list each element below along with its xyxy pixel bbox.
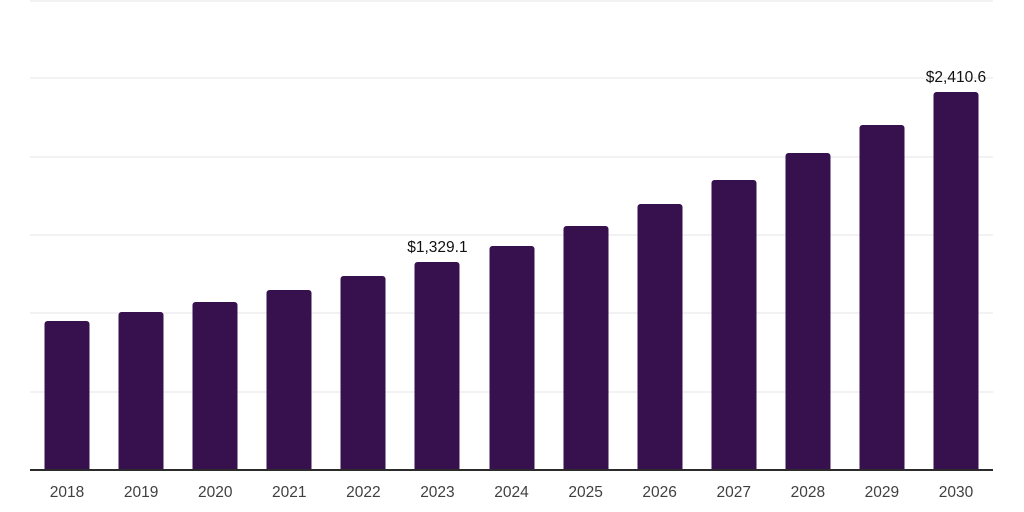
x-axis-label-2020: 2020: [197, 484, 233, 501]
bar-value-label-2030: $2,410.6: [925, 69, 987, 87]
bar-2019[interactable]: [118, 311, 164, 470]
bar-slot-2019: [104, 0, 178, 470]
x-axis-line: [30, 469, 993, 471]
x-axis-label-2018: 2018: [49, 484, 85, 501]
bar-2020[interactable]: [192, 301, 238, 470]
bar-slot-2029: [845, 0, 919, 470]
bar-2027[interactable]: [711, 180, 757, 470]
bar-slot-2018: [30, 0, 104, 470]
x-axis-label-2021: 2021: [272, 484, 307, 501]
x-axis-labels: 2018 2019 2020 2021 2022 2023 2024 2025 2026 2027…: [30, 471, 993, 502]
bar-slot-2020: [178, 0, 252, 470]
bar-slot-2030: $2,410.6: [919, 0, 993, 470]
bar-2028[interactable]: [785, 153, 831, 470]
bar-value-label-2023: $1,329.1: [407, 238, 468, 256]
bar-slot-2023: $1,329.1: [400, 0, 474, 470]
plot-area: $1,329.1 $2,410.6: [30, 0, 993, 471]
bar-slot-2026: [623, 0, 697, 470]
bar-slot-2025: [549, 0, 623, 470]
bar-2021[interactable]: [266, 289, 312, 470]
bar-slot-2022: [326, 0, 400, 470]
bar-2025[interactable]: [563, 226, 609, 470]
x-axis-label-2026: 2026: [642, 484, 677, 501]
gridline-3000: [30, 0, 993, 2]
bar-2026[interactable]: [637, 204, 683, 470]
bar-2029[interactable]: [859, 125, 905, 470]
bar-2024[interactable]: [489, 245, 534, 470]
x-axis-label-2019: 2019: [123, 484, 159, 501]
bar-slot-2027: [697, 0, 771, 470]
gridline-2500: [30, 77, 993, 79]
bar-2018[interactable]: [44, 321, 90, 470]
x-axis-label-2029: 2029: [864, 484, 900, 501]
x-axis-label-2025: 2025: [568, 484, 603, 501]
gridline-1500: [30, 234, 993, 236]
x-axis-label-2022: 2022: [346, 484, 381, 501]
bar-slot-2028: [771, 0, 845, 470]
bar-2030[interactable]: [933, 92, 979, 470]
x-axis-label-2024: 2024: [494, 484, 529, 501]
bar-slot-2024: [474, 0, 548, 470]
x-axis-label-2027: 2027: [716, 484, 751, 501]
x-axis-label-2028: 2028: [790, 484, 826, 501]
x-axis-label-2030: 2030: [938, 484, 974, 501]
bar-2022[interactable]: [340, 276, 386, 470]
gridline-2000: [30, 156, 993, 158]
bars-layer: $1,329.1 $2,410.6: [30, 0, 993, 470]
bar-2023[interactable]: [414, 261, 460, 470]
bar-slot-2021: [252, 0, 326, 470]
x-axis-label-2023: 2023: [420, 484, 455, 501]
